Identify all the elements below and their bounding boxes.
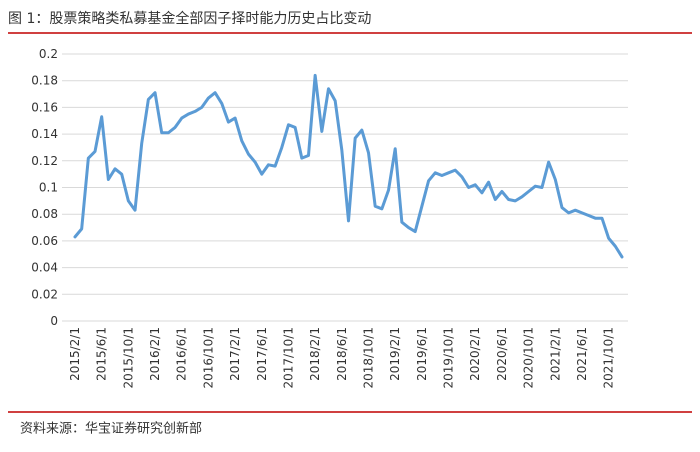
x-tick-label: 2019/2/1 [388,327,402,381]
data-line [73,73,624,259]
x-tick-label: 2015/6/1 [95,327,109,381]
x-tick-label: 2017/2/1 [228,327,242,381]
y-tick-label: 0 [50,314,58,328]
x-tick-label: 2020/10/1 [522,327,536,389]
y-tick-label: 0.1 [39,181,58,195]
x-tick-label: 2019/10/1 [442,327,456,389]
y-tick-label: 0.02 [31,287,58,301]
x-tick-label: 2020/2/1 [468,327,482,381]
x-tick-label: 2016/6/1 [175,327,189,381]
x-tick-label: 2018/2/1 [308,327,322,381]
x-tick-label: 2018/10/1 [362,327,376,389]
x-tick-label: 2016/2/1 [148,327,162,381]
y-tick-label: 0.2 [39,47,58,61]
y-tick-label: 0.16 [31,100,58,114]
y-tick-label: 0.04 [31,261,58,275]
x-tick-label: 2019/6/1 [415,327,429,381]
y-tick-label: 0.08 [31,207,58,221]
x-tick-label: 2021/2/1 [548,327,562,381]
x-tick-label: 2015/2/1 [68,327,82,381]
y-tick-label: 0.12 [31,154,58,168]
x-tick-label: 2016/10/1 [201,327,215,389]
x-tick-label: 2017/10/1 [281,327,295,389]
x-tick-label: 2018/6/1 [335,327,349,381]
x-tick-label: 2021/6/1 [575,327,589,381]
y-tick-label: 0.18 [31,74,58,88]
y-tick-label: 0.14 [31,127,58,141]
y-tick-label: 0.06 [31,234,58,248]
x-tick-label: 2015/10/1 [121,327,135,389]
x-tick-label: 2017/6/1 [255,327,269,381]
chart-title: 图 1：股票策略类私募基金全部因子择时能力历史占比变动 [8,10,371,27]
x-tick-label: 2021/10/1 [602,327,616,389]
source: 资料来源：华宝证券研究创新部 [20,421,202,437]
x-tick-label: 2020/6/1 [495,327,509,381]
